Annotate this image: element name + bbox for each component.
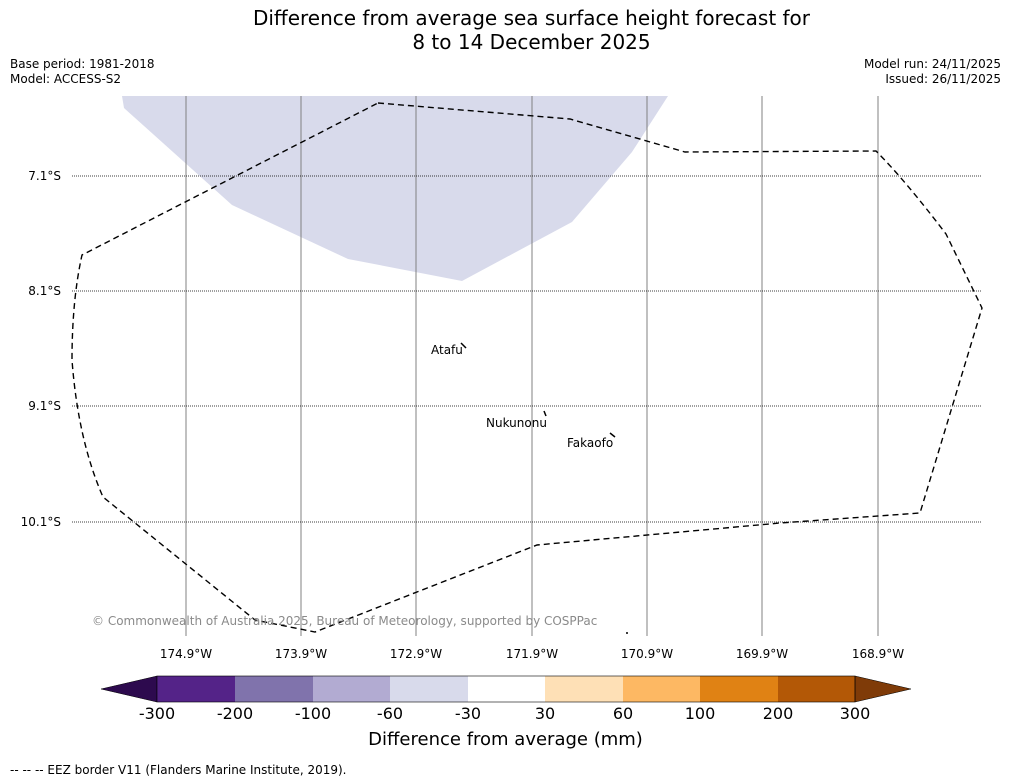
latitude-label: 9.1°S <box>28 399 61 413</box>
run-info: Model run: 24/11/2025 Issued: 26/11/2025 <box>864 57 1001 87</box>
nukunonu-island-marker <box>543 410 547 417</box>
latitude-label: 10.1°S <box>20 515 61 529</box>
model-info: Base period: 1981-2018 Model: ACCESS-S2 <box>10 57 155 87</box>
colorbar-segment-8 <box>700 676 778 702</box>
eez-border <box>71 102 983 633</box>
title-line-1: Difference from average sea surface heig… <box>252 6 811 30</box>
model-run-date: Model run: 24/11/2025 <box>863 57 1001 71</box>
colorbar-tick: 100 <box>684 704 716 723</box>
longitude-label: 169.9°W <box>735 647 789 661</box>
colorbar-segment-2 <box>235 676 313 702</box>
anomaly-region <box>122 96 668 281</box>
colorbar-max-extension <box>854 675 912 703</box>
colorbar-tick: 60 <box>612 704 634 723</box>
colorbar-segment-5 <box>468 676 545 702</box>
longitude-label: 173.9°W <box>274 647 328 661</box>
base-period: Base period: 1981-2018 <box>10 57 155 71</box>
model-name: Model: ACCESS-S2 <box>10 72 122 86</box>
colorbar-tick: -200 <box>216 704 254 723</box>
colorbar-outline <box>156 675 856 703</box>
atafu-island-marker <box>460 342 467 349</box>
title-line-2: 8 to 14 December 2025 <box>412 30 651 54</box>
colorbar-tick: -60 <box>376 704 404 723</box>
colorbar-tick: -100 <box>294 704 332 723</box>
colorbar-label: Difference from average (mm) <box>368 729 643 750</box>
colorbar-min-extension <box>100 675 158 703</box>
copyright-notice: © Commonwealth of Australia 2025, Bureau… <box>92 614 598 628</box>
place-label-fakaofo: Fakaofo <box>567 436 614 450</box>
colorbar-tick: -30 <box>454 704 482 723</box>
colorbar-segment-9 <box>778 676 855 702</box>
longitude-label: 172.9°W <box>389 647 443 661</box>
place-label-nukunonu: Nukunonu <box>486 416 547 430</box>
colorbar-segment-1 <box>157 676 235 702</box>
issued-date: Issued: 26/11/2025 <box>885 72 1001 86</box>
colorbar-segment-3 <box>313 676 390 702</box>
longitude-label: 171.9°W <box>505 647 559 661</box>
latitude-label: 8.1°S <box>28 284 61 298</box>
longitude-label: 174.9°W <box>159 647 213 661</box>
chart-title: Difference from average sea surface heig… <box>0 6 1011 54</box>
place-label-atafu: Atafu <box>431 343 463 357</box>
colorbar-segment-6 <box>545 676 623 702</box>
longitude-label: 168.9°W <box>851 647 905 661</box>
colorbar-tick: 30 <box>534 704 556 723</box>
colorbar-tick: 200 <box>762 704 794 723</box>
colorbar-segment-4 <box>390 676 468 702</box>
colorbar-tick: -300 <box>138 704 176 723</box>
latitude-label: 7.1°S <box>28 169 61 183</box>
swains-island-marker <box>626 632 628 634</box>
longitude-label: 170.9°W <box>620 647 674 661</box>
eez-legend: -- -- -- EEZ border V11 (Flanders Marine… <box>10 763 347 777</box>
colorbar-segment-7 <box>623 676 700 702</box>
fakaofo-island-marker <box>609 432 616 438</box>
colorbar-tick: 300 <box>839 704 871 723</box>
